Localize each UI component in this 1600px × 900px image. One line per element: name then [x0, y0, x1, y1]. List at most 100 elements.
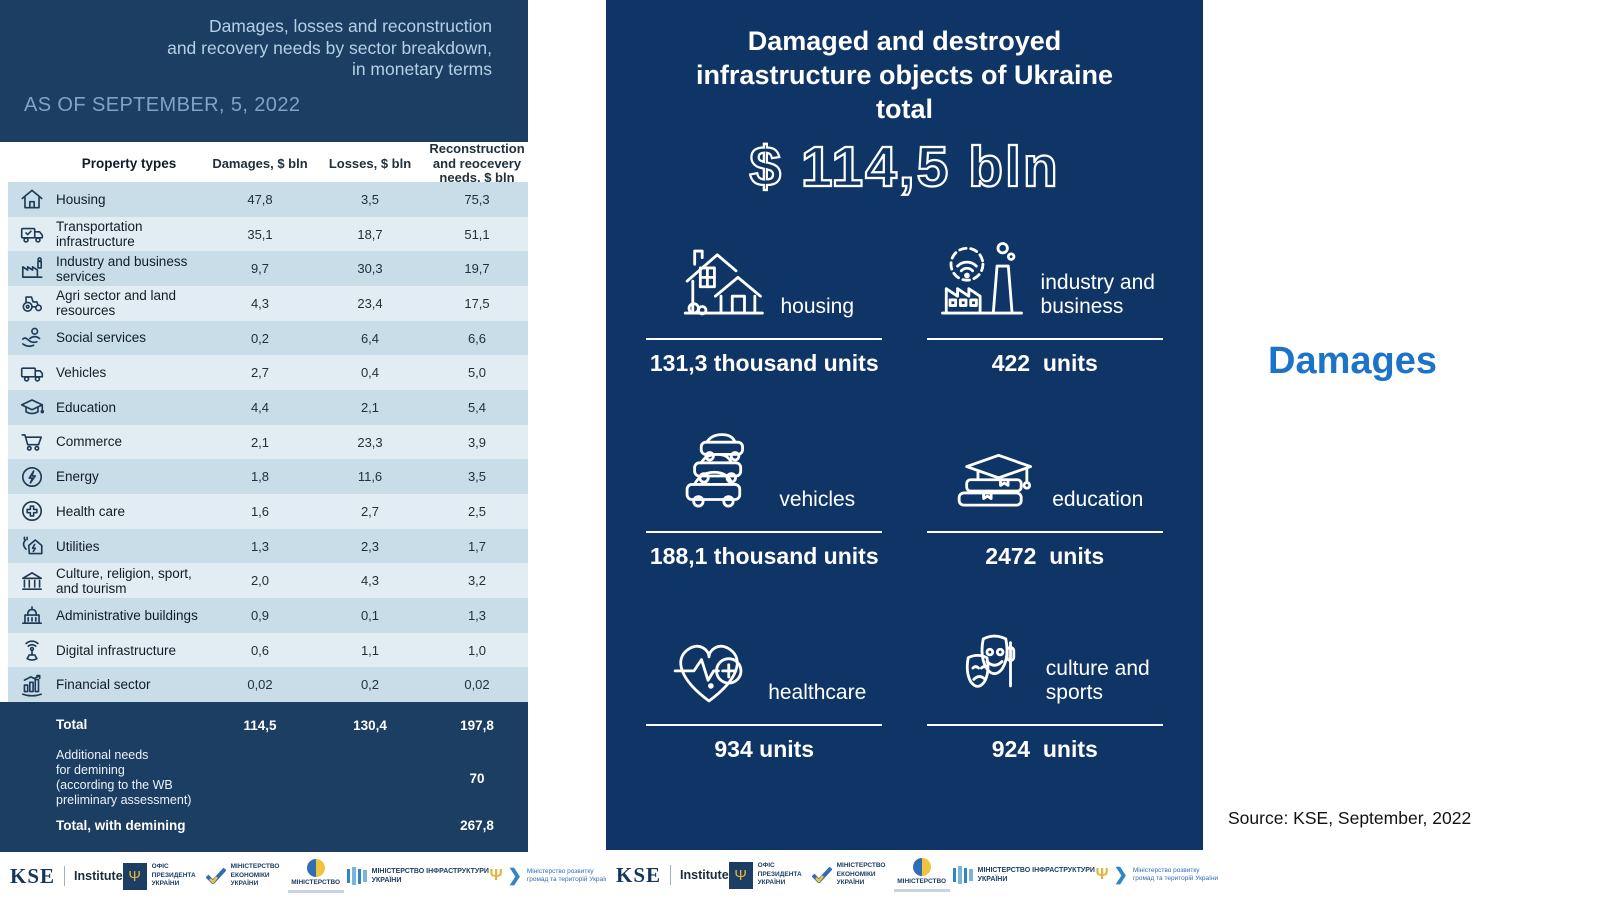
culture-big-icon: [940, 622, 1034, 716]
row-reconstruction-value: 17,5: [464, 295, 490, 311]
row-label: Transportation infrastructure: [56, 218, 143, 249]
row-damages-value: 47,8: [247, 191, 273, 207]
row-label: Digital infrastructure: [56, 642, 177, 658]
stat-card: culture and sports 924 units: [905, 616, 1186, 763]
stat-label: education: [1052, 487, 1144, 511]
education-big-icon: [946, 429, 1040, 523]
table-row: Commerce 2,1 23,3 3,9: [8, 424, 528, 460]
row-losses-value: 2,3: [360, 538, 380, 554]
museum-icon: [19, 568, 45, 594]
row-reconstruction-value: 6,6: [467, 330, 487, 346]
stat-value: 188,1 thousand units: [649, 543, 879, 570]
kse-logo-text: KSE: [616, 862, 662, 887]
row-damages-value: 4,3: [250, 295, 270, 311]
ministry-infrastructure-logo: МІНІСТЕРСТВО ІНФРАСТРУКТУРИ УКРАЇНИ: [346, 866, 490, 886]
row-losses-value: 2,7: [360, 503, 380, 519]
checkmark-icon: [811, 867, 832, 883]
row-reconstruction-value: 1,7: [467, 538, 487, 554]
row-damages-value: 9,7: [250, 261, 270, 277]
row-label: Energy: [56, 469, 99, 485]
as-of-date: AS OF SEPTEMBER, 5, 2022: [24, 94, 301, 117]
stat-card: vehicles 188,1 thousand units: [624, 423, 905, 570]
total-amount: $ 114,5 bln: [748, 134, 1060, 200]
bars-emblem-icon: [346, 866, 367, 886]
ministry-culture-logo: МІНІСТЕРСТВО: [891, 858, 953, 892]
stat-label: culture and sports: [1045, 657, 1150, 704]
president-office-label: ОФІС ПРЕЗИДЕНТА УКРАЇНИ: [151, 863, 196, 888]
row-reconstruction-value: 0,02: [464, 677, 490, 693]
stat-value: 131,3 thousand units: [649, 350, 879, 377]
stat-underline: [926, 531, 1163, 534]
stat-underline: [646, 531, 883, 534]
source-note: Source: KSE, September, 2022: [1228, 808, 1472, 828]
row-damages-value: 1,6: [250, 503, 270, 519]
table-row: Vehicles 2,7 0,4 5,0: [8, 355, 528, 391]
gradcap-icon: [19, 394, 45, 420]
ministry-economy-logo: МІНІСТЕРСТВО ЕКОНОМІКИ УКРАЇНИ: [205, 863, 285, 888]
row-reconstruction-value: 1,3: [467, 607, 487, 623]
col-damages: Damages, $ bln: [212, 155, 308, 171]
row-label: Administrative buildings: [56, 607, 198, 623]
demining-label: Additional needs for demining (according…: [56, 748, 192, 807]
stat-card: healthcare 934 units: [624, 616, 905, 763]
ministry-infrastructure-label: МІНІСТЕРСТВО ІНФРАСТРУКТУРИ УКРАЇНИ: [977, 866, 1095, 883]
infographic-title: Damaged and destroyed infrastructure obj…: [695, 26, 1114, 125]
row-losses-value: 6,4: [360, 330, 380, 346]
stat-label: vehicles: [779, 487, 856, 511]
stat-value: 934 units: [714, 736, 815, 763]
ministry-culture-subline: [893, 888, 950, 892]
row-reconstruction-value: 5,0: [467, 365, 487, 381]
left-partner-logos-strip: KSE Institute Ψ ОФІС ПРЕЗИДЕНТА УКРАЇНИ …: [0, 852, 612, 900]
admin-icon: [19, 602, 45, 628]
row-losses-value: 0,2: [360, 677, 380, 693]
cart-icon: [19, 429, 45, 455]
chevron-icon: ❯: [1113, 865, 1128, 884]
kse-institute-logo: KSE Institute: [10, 864, 123, 889]
row-label: Industry and business services: [56, 253, 188, 284]
row-damages-value: 2,7: [250, 365, 270, 381]
ministry-communities-label: Міністерство розвитку громад та територі…: [526, 867, 613, 883]
tractor-icon: [19, 290, 45, 316]
table-row: Culture, religion, sport, and tourism 2,…: [8, 563, 528, 599]
stat-value: 2472 units: [985, 543, 1105, 570]
vehicles-big-icon: [673, 429, 767, 523]
truck-icon: [19, 221, 45, 247]
row-label: Vehicles: [56, 365, 107, 381]
ministry-culture-subline: [287, 889, 344, 893]
round-emblem-icon: [912, 858, 931, 877]
table-row: Education 4,4 2,1 5,4: [8, 390, 528, 425]
ministry-economy-label: МІНІСТЕРСТВО ЕКОНОМІКИ УКРАЇНИ: [836, 862, 886, 887]
stat-underline: [926, 338, 1163, 341]
partner-logos-row: KSE Institute Ψ ОФІС ПРЕЗИДЕНТА УКРАЇНИ …: [606, 858, 1218, 892]
table-row: Financial sector 0,02 0,2 0,02: [8, 667, 528, 703]
row-losses-value: 11,6: [357, 469, 383, 485]
row-label: Social services: [56, 330, 147, 346]
row-losses-value: 4,3: [360, 573, 380, 589]
total-label: Total: [56, 717, 88, 733]
total-losses: 130,4: [353, 717, 387, 733]
row-reconstruction-value: 2,5: [467, 503, 487, 519]
row-damages-value: 2,0: [250, 573, 270, 589]
total-with-demining-label: Total, with demining: [56, 818, 186, 833]
stat-card: education 2472 units: [905, 423, 1186, 570]
ministry-communities-label: Міністерство розвитку громад та територі…: [1132, 866, 1219, 882]
stat-underline: [646, 338, 883, 341]
kse-institute-label: Institute: [74, 869, 123, 883]
col-reconstruction: Reconstruction and reocevery needs, $ bl…: [429, 141, 525, 186]
trident-emblem-icon: Ψ: [728, 861, 753, 889]
kse-logo-text: KSE: [10, 863, 56, 888]
financial-icon: [19, 672, 45, 698]
utilities-icon: [19, 533, 45, 559]
table-column-headers: Property types Damages, $ bln Losses, $ …: [8, 141, 528, 185]
row-losses-value: 2,1: [360, 399, 380, 415]
row-damages-value: 0,9: [250, 607, 270, 623]
row-losses-value: 0,1: [360, 607, 380, 623]
stat-card: housing 131,3 thousand units: [624, 230, 905, 377]
stat-underline: [926, 724, 1163, 727]
president-office-label: ОФІС ПРЕЗИДЕНТА УКРАЇНИ: [757, 862, 802, 887]
ministry-economy-label: МІНІСТЕРСТВО ЕКОНОМІКИ УКРАЇНИ: [230, 863, 280, 888]
row-losses-value: 23,3: [357, 434, 383, 450]
row-reconstruction-value: 3,9: [467, 434, 487, 450]
demining-row: Additional needs for demining (according…: [8, 748, 528, 808]
trident-gold-icon: Ψ: [1095, 866, 1109, 883]
